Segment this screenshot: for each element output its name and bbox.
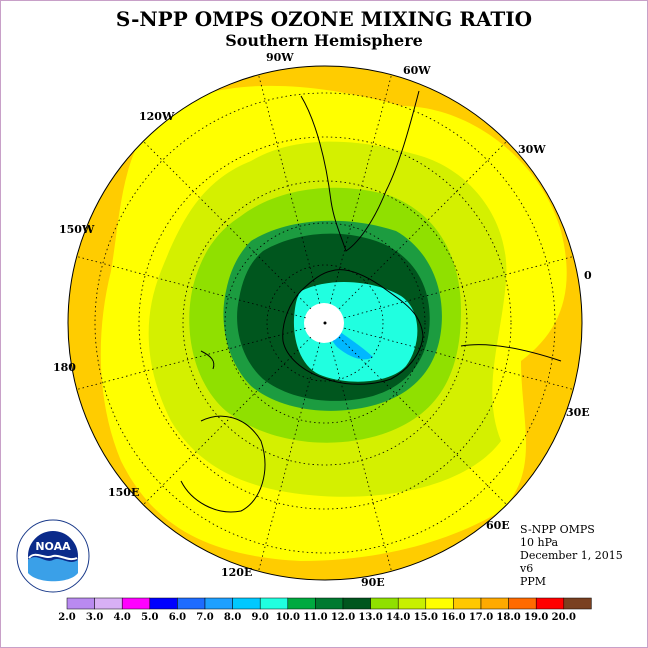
lon-label-60e: 60E	[486, 519, 510, 532]
map-boundary	[67, 65, 583, 581]
lon-label-180: 180	[53, 361, 76, 374]
color-scale-tick-label: 18.0	[496, 612, 520, 623]
color-scale-box	[342, 597, 371, 610]
color-scale-tick-label: 6.0	[169, 612, 186, 623]
meridian-line	[329, 74, 392, 304]
ozone-field	[68, 66, 582, 580]
noaa-logo-text: NOAA	[35, 540, 71, 553]
meridian-line	[329, 342, 392, 572]
lon-label-30w: 30W	[518, 143, 546, 156]
color-scale-box	[535, 597, 565, 610]
color-scale-box	[177, 597, 206, 610]
color-scale-box	[480, 597, 509, 610]
lon-label-0: 0	[584, 269, 592, 282]
color-scale-box	[287, 597, 316, 610]
color-scale-box	[94, 597, 123, 610]
units-label: PPM	[520, 575, 547, 588]
color-scale-tick-label: 10.0	[276, 612, 300, 623]
lon-label-60w: 60W	[403, 64, 431, 77]
color-scale-tick-label: 4.0	[113, 612, 130, 623]
lon-label-120w: 120W	[139, 110, 175, 123]
lon-label-150w: 150W	[59, 223, 95, 236]
color-scale-box	[453, 597, 482, 610]
color-scale-tick-label: 20.0	[552, 612, 576, 623]
color-scale-tick-label: 16.0	[441, 612, 465, 623]
australia-coast	[180, 415, 266, 513]
meridian-line	[76, 256, 306, 319]
color-scale-box	[121, 597, 151, 610]
color-scale-tick-label: 17.0	[469, 612, 493, 623]
meridian-line	[338, 336, 508, 506]
lon-label-120e: 120E	[221, 566, 252, 579]
color-scale-box	[149, 597, 178, 610]
color-scale-labels: 2.0 3.0 4.0 5.0 6.0 7.0 8.0 9.0 10.0 11.0 12.0 13.0…	[58, 612, 576, 623]
map-subtitle: Southern Hemisphere	[225, 31, 423, 50]
latitude-circle-60s	[182, 180, 468, 466]
latitude-circle-80s	[266, 264, 384, 382]
africa-coast	[460, 344, 562, 362]
color-scale-tick-label: 12.0	[331, 612, 355, 623]
map-title: S-NPP OMPS OZONE MIXING RATIO	[115, 7, 533, 31]
color-scale-tick-label: 2.0	[58, 612, 75, 623]
color-scale-tick-label: 8.0	[224, 612, 241, 623]
color-scale-tick-label: 13.0	[358, 612, 382, 623]
meridian-line	[338, 140, 508, 310]
color-scale-box	[315, 597, 344, 610]
color-scale-box	[370, 597, 399, 610]
color-scale-box	[508, 597, 537, 610]
meridians	[76, 74, 574, 572]
color-scale-boxes	[66, 597, 592, 610]
graticule	[76, 74, 574, 572]
color-scale-tick-label: 9.0	[251, 612, 268, 623]
color-scale-tick-label: 7.0	[196, 612, 213, 623]
latitude-circle-70s	[224, 222, 426, 424]
latitude-circle-50s	[138, 136, 512, 510]
south-pole-marker	[323, 321, 327, 325]
lon-label-90w: 90W	[266, 51, 294, 64]
meridian-line	[344, 327, 574, 390]
version-label: v6	[520, 562, 534, 575]
lon-label-150e: 150E	[108, 486, 139, 499]
new-zealand-coast	[200, 350, 215, 370]
color-scale-box	[66, 597, 95, 610]
date-label: December 1, 2015	[520, 549, 623, 562]
lon-label-30e: 30E	[566, 406, 590, 419]
meridian-line	[142, 140, 312, 310]
meridian-line	[344, 256, 574, 319]
ozone-band-8-9	[330, 326, 373, 360]
color-scale-box	[204, 597, 233, 610]
pressure-label: 10 hPa	[520, 536, 559, 549]
color-scale-tick-label: 19.0	[524, 612, 548, 623]
meridian-line	[258, 74, 321, 304]
color-scale-box	[397, 597, 427, 610]
lon-label-90e: 90E	[361, 576, 385, 589]
color-scale-box	[425, 597, 454, 610]
color-scale-tick-label: 3.0	[86, 612, 103, 623]
color-scale-tick-label: 14.0	[386, 612, 410, 623]
color-scale-box	[259, 597, 289, 610]
meridian-line	[258, 342, 321, 572]
color-scale-tick-label: 5.0	[141, 612, 158, 623]
meridian-line	[142, 336, 312, 506]
longitude-labels: 90W 60W 30W 0 30E 60E 90E 120E 150E 180 …	[53, 51, 592, 589]
color-scale-bar: 2.0 3.0 4.0 5.0 6.0 7.0 8.0 9.0 10.0 11.0 12.0 13.0…	[58, 597, 592, 623]
color-scale-box	[232, 597, 261, 610]
latitude-circle-40s	[94, 92, 556, 554]
color-scale-tick-label: 11.0	[303, 612, 327, 623]
meridian-line	[76, 327, 306, 390]
color-scale-tick-label: 15.0	[414, 612, 438, 623]
color-scale-box	[563, 597, 592, 610]
noaa-logo-icon: NOAA	[16, 519, 90, 593]
instrument-label: S-NPP OMPS	[520, 523, 595, 536]
